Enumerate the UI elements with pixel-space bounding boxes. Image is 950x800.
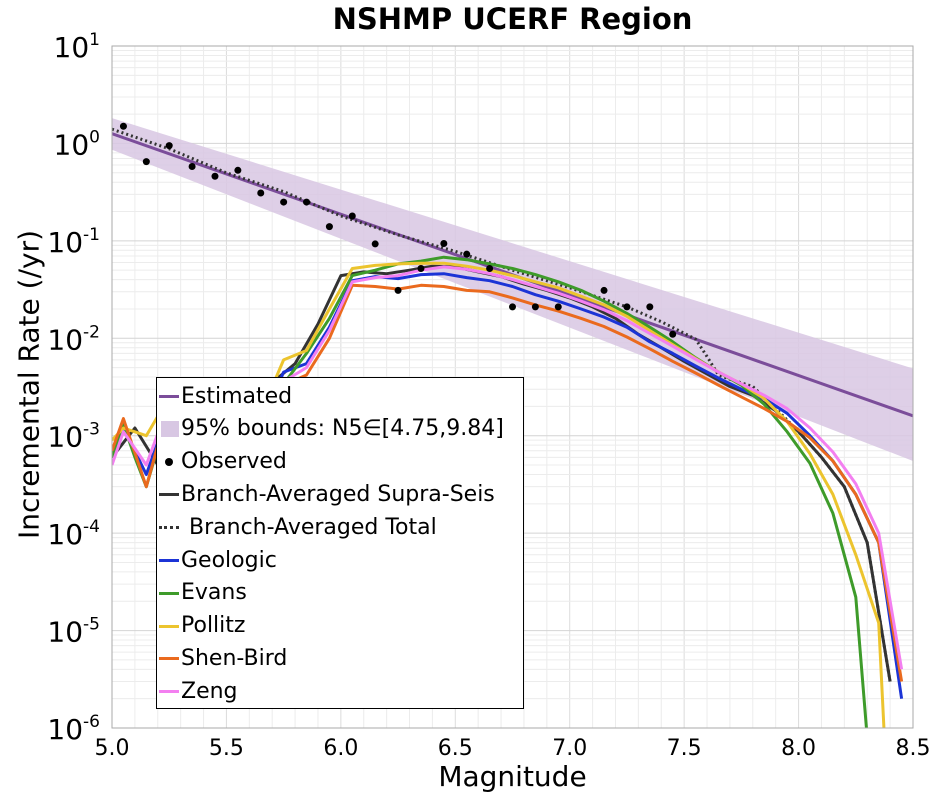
legend-label: Geologic — [181, 547, 277, 573]
x-tick-label: 8.0 — [781, 736, 816, 761]
legend-swatch — [159, 617, 181, 635]
x-tick-label: 7.0 — [552, 736, 587, 761]
legend-item: Estimated — [157, 380, 292, 412]
legend-label: Zeng — [181, 678, 238, 704]
observed-point — [463, 250, 471, 258]
observed-point — [211, 172, 219, 180]
legend-item: Shen-Bird — [157, 642, 287, 674]
y-tick-label: 10-3 — [47, 420, 100, 454]
legend-label: 95% bounds: N5∈[4.75,9.84] — [181, 416, 504, 442]
legend-swatch — [159, 387, 181, 405]
y-tick-exponent: -4 — [83, 517, 100, 537]
observed-point — [509, 303, 516, 311]
observed-point — [646, 303, 654, 311]
observed-point — [165, 142, 173, 150]
observed-point — [142, 158, 150, 166]
observed-point — [600, 286, 608, 294]
y-tick-base: 10 — [54, 31, 90, 64]
x-tick-label: 5.0 — [95, 736, 130, 761]
observed-point — [554, 303, 562, 311]
y-tick-label: 10-2 — [47, 322, 100, 356]
y-axis-label: Incremental Rate (/yr) — [12, 229, 46, 540]
legend-swatch — [159, 420, 181, 438]
x-axis-label: Magnitude — [438, 760, 587, 793]
observed-point — [623, 303, 631, 311]
y-tick-base: 10 — [47, 226, 83, 259]
legend-item: Observed — [157, 446, 287, 478]
axis-ticks: 5.0 5.5 6.0 6.5 7.0 7.5 8.0 8.510110010-110-210… — [47, 30, 930, 761]
chart-title: NSHMP UCERF Region — [332, 2, 693, 36]
y-tick-exponent: -2 — [83, 322, 100, 342]
legend-label: Branch-Averaged Total — [189, 514, 437, 540]
legend-swatch — [159, 649, 181, 667]
y-tick-exponent: -1 — [83, 225, 100, 245]
y-tick-label: 100 — [54, 127, 100, 161]
y-tick-label: 10-4 — [47, 517, 100, 551]
observed-point — [440, 239, 448, 247]
legend-item: 95% bounds: N5∈[4.75,9.84] — [157, 413, 504, 445]
y-tick-base: 10 — [47, 421, 83, 454]
y-tick-base: 10 — [47, 713, 83, 746]
observed-point — [417, 265, 425, 273]
x-tick-label: 7.5 — [667, 736, 702, 761]
plot-frame — [111, 45, 914, 729]
x-tick-label: 8.5 — [896, 736, 931, 761]
legend-swatch — [159, 518, 181, 536]
y-tick-label: 10-6 — [47, 712, 100, 746]
y-tick-base: 10 — [47, 616, 83, 649]
observed-point — [280, 198, 288, 206]
observed-point — [531, 303, 539, 311]
legend-label: Shen-Bird — [181, 645, 288, 671]
y-tick-exponent: 1 — [89, 30, 100, 50]
y-tick-base: 10 — [47, 518, 83, 551]
y-tick-label: 10-1 — [47, 225, 100, 259]
y-tick-exponent: 0 — [89, 127, 100, 147]
x-tick-label: 6.0 — [323, 736, 358, 761]
observed-point — [234, 166, 242, 174]
observed-point — [371, 240, 379, 248]
observed-point — [188, 162, 196, 170]
legend-swatch — [159, 682, 181, 700]
observed-point — [348, 212, 356, 220]
legend-item: Branch-Averaged Total — [157, 511, 437, 543]
legend-label: Estimated — [181, 383, 293, 409]
legend-item: Zeng — [157, 675, 238, 707]
observed-point — [486, 265, 494, 273]
legend-label: Observed — [181, 449, 287, 475]
observed-point — [394, 286, 402, 294]
series-branch-averaged-total — [112, 127, 892, 682]
legend-item: Pollitz — [157, 610, 245, 642]
y-tick-exponent: -6 — [83, 712, 100, 732]
legend-swatch — [159, 551, 181, 569]
observed-point — [669, 330, 677, 338]
y-tick-label: 10-5 — [47, 615, 100, 649]
y-tick-exponent: -5 — [83, 615, 100, 635]
legend-label: Evans — [181, 580, 247, 606]
legend-swatch — [159, 485, 181, 503]
legend-item: Evans — [157, 577, 247, 609]
y-tick-label: 101 — [54, 30, 100, 64]
y-tick-base: 10 — [54, 128, 90, 161]
legend-label: Branch-Averaged Supra-Seis — [181, 481, 495, 507]
legend-item: Geologic — [157, 544, 277, 576]
observed-point — [119, 122, 127, 130]
y-tick-exponent: -3 — [83, 420, 100, 440]
observed-point — [303, 198, 311, 206]
observed-point — [257, 189, 265, 197]
legend-swatch — [159, 453, 181, 471]
y-tick-base: 10 — [47, 323, 83, 356]
observed-point — [325, 223, 333, 231]
x-tick-label: 6.5 — [438, 736, 473, 761]
legend-item: Branch-Averaged Supra-Seis — [157, 478, 495, 510]
x-tick-label: 5.5 — [209, 736, 244, 761]
legend-swatch — [159, 584, 181, 602]
legend-label: Pollitz — [181, 613, 246, 639]
legend: Estimated 95% bounds: N5∈[4.75,9.84] Obser… — [156, 377, 524, 709]
